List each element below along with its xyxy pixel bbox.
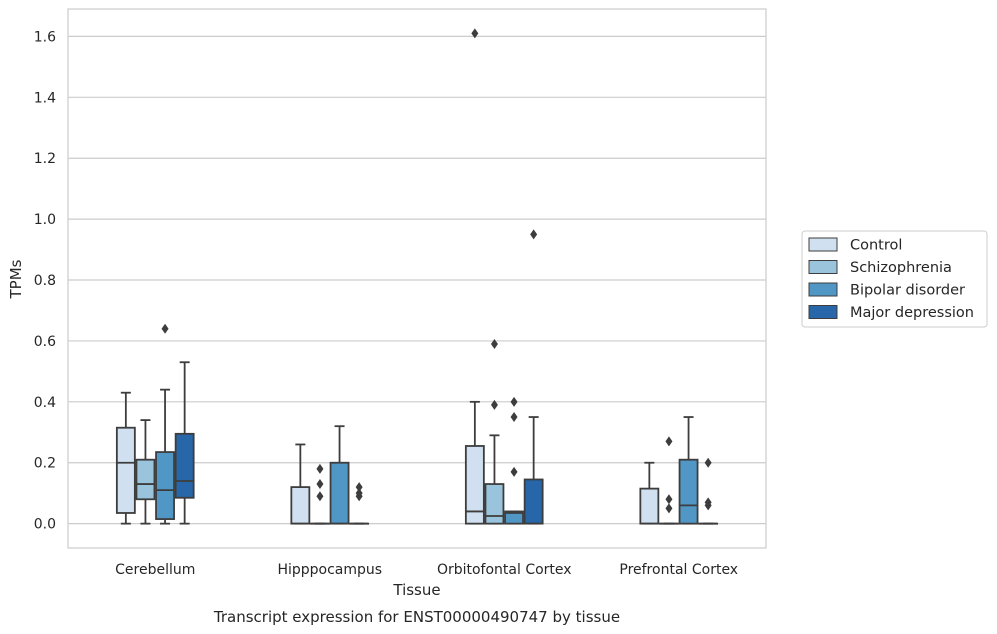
x-axis-title: Tissue — [392, 581, 440, 599]
x-tick-label: Orbitofontal Cortex — [437, 562, 572, 578]
box — [678, 458, 699, 525]
legend-swatch — [808, 237, 838, 252]
y-axis-title: TPMs — [7, 259, 25, 299]
y-tick-label: 0.8 — [34, 273, 56, 289]
outlier-point — [355, 482, 363, 493]
x-axis-ticks: Cerebellum Hipppocampus Orbitofontal Corte… — [115, 562, 738, 578]
box-plot-series — [115, 28, 719, 525]
outlier-point — [316, 479, 324, 490]
y-tick-label: 0.0 — [34, 517, 56, 533]
y-tick-label: 0.2 — [34, 456, 56, 472]
legend-label: Bipolar disorder — [850, 283, 965, 299]
outlier-point — [471, 28, 479, 39]
y-tick-label: 1.0 — [34, 212, 56, 228]
box — [329, 461, 350, 525]
legend-swatch — [808, 260, 838, 274]
box — [155, 451, 175, 520]
plot-frame — [67, 8, 767, 549]
box-group — [290, 443, 311, 525]
box-group — [155, 323, 175, 525]
legend: Control Schizophrenia Bipolar disorder Majo… — [801, 230, 988, 328]
y-tick-label: 1.6 — [34, 29, 56, 45]
box — [115, 426, 136, 514]
box — [464, 445, 485, 525]
box-group — [464, 28, 485, 525]
x-tick-label: Hipppocampus — [277, 562, 382, 578]
outlier-point — [510, 412, 518, 423]
outlier-point — [530, 229, 538, 240]
box-group — [504, 396, 524, 525]
outlier-point — [665, 436, 673, 447]
y-tick-label: 1.4 — [34, 90, 56, 106]
box — [504, 510, 524, 525]
box — [484, 483, 505, 525]
box — [135, 458, 156, 501]
outlier-point — [490, 399, 498, 410]
outlier-point — [490, 338, 498, 349]
y-axis-ticks: 0.0 0.2 0.4 0.6 0.8 1.0 1.2 1.4 1.6 — [34, 29, 56, 532]
outlier-point — [704, 457, 712, 468]
legend-label: Major depression — [850, 305, 974, 321]
y-tick-label: 0.6 — [34, 334, 56, 350]
y-tick-label: 0.4 — [34, 395, 56, 411]
box-group — [135, 419, 156, 525]
box-group — [659, 436, 679, 525]
box-group — [310, 463, 330, 525]
outlier-point — [665, 494, 673, 505]
box — [290, 486, 311, 525]
outlier-point — [665, 503, 673, 514]
legend-swatch — [808, 282, 838, 297]
outlier-point — [510, 466, 518, 477]
legend-label: Schizophrenia — [850, 260, 952, 276]
legend-swatch — [808, 305, 838, 319]
outlier-point — [355, 488, 363, 499]
box-group — [484, 338, 505, 525]
y-tick-label: 1.2 — [34, 151, 56, 167]
box-group — [115, 391, 136, 525]
legend-frame — [801, 230, 988, 328]
outlier-point — [161, 323, 169, 334]
x-tick-label: Cerebellum — [115, 562, 195, 578]
box-group — [329, 425, 350, 525]
x-tick-label: Prefrontal Cortex — [619, 562, 738, 578]
box-group — [523, 229, 544, 525]
box — [174, 432, 195, 499]
outlier-point — [510, 396, 518, 407]
legend-label: Control — [850, 238, 902, 254]
box-group — [639, 461, 660, 525]
box-group — [174, 361, 195, 525]
outlier-point — [704, 497, 712, 508]
box — [523, 478, 544, 525]
box-group — [678, 416, 699, 525]
outlier-point — [316, 491, 324, 502]
box — [639, 487, 660, 525]
chart-caption: Transcript expression for ENST0000049074… — [213, 608, 620, 626]
box-group — [698, 457, 719, 525]
box-group — [349, 482, 370, 525]
outlier-point — [316, 463, 324, 474]
